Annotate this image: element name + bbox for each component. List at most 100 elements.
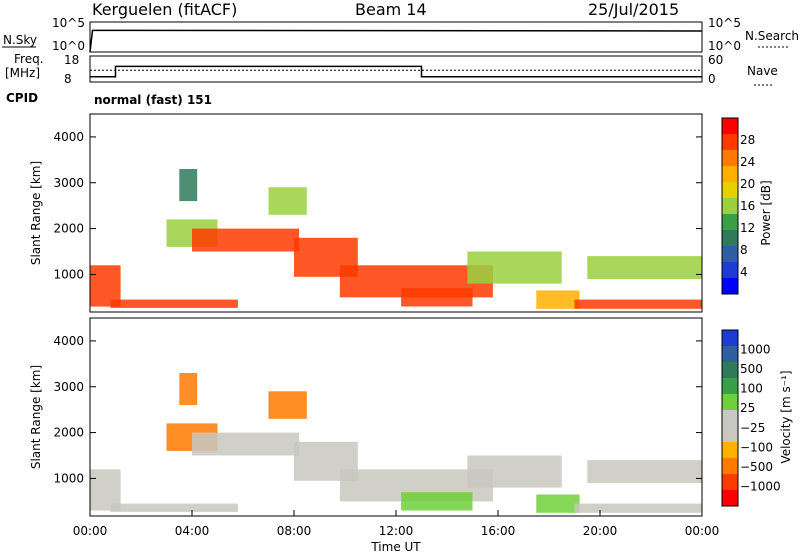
nsky-label: N.Sky — [3, 33, 37, 47]
vel-cells-band-12 — [574, 503, 702, 513]
vel-cells-band-10 — [536, 494, 580, 513]
vel-yticks-label-3: 1000 — [53, 471, 84, 485]
xtick-label-0: 00:00 — [73, 524, 108, 538]
power-cbar-tick-1: 24 — [740, 155, 755, 169]
freq-label-1: Freq. — [14, 52, 44, 66]
xtick-label-5: 20:00 — [583, 524, 618, 538]
power-cbar-swatch-1 — [722, 134, 738, 151]
cpid-label: CPID — [6, 91, 38, 105]
vel-cbar-tick-0: 1000 — [740, 343, 771, 357]
power-ylabel: Slant Range [km] — [29, 161, 43, 265]
vel-cbar-swatch-8 — [722, 458, 738, 475]
power-cells-band-6 — [268, 187, 307, 215]
vel-cbar-tick-1: 500 — [740, 362, 763, 376]
vel-cells-band-1 — [110, 503, 238, 512]
vel-cbar-tick-2: 100 — [740, 382, 763, 396]
vel-cbar-tick-4: −25 — [740, 421, 765, 435]
power-cells-band-1 — [110, 299, 238, 308]
velocity-ylabel: Slant Range [km] — [29, 365, 43, 469]
power-cbar-swatch-5 — [722, 198, 738, 215]
power-cbar-swatch-3 — [722, 166, 738, 183]
noise-tick-left-top: 10^5 — [52, 16, 85, 30]
vel-cbar-frame — [721, 329, 739, 507]
noise-tick-left-bottom: 10^0 — [52, 39, 85, 53]
power-y-axis: 4000 3000 2000 1000 — [53, 130, 702, 281]
vel-cells-band-4 — [192, 432, 300, 456]
nave-tick-bottom: 0 — [708, 72, 716, 86]
xtick-label-6: 00:00 — [685, 524, 720, 538]
power-cells-band-8 — [401, 288, 473, 307]
vel-cbar-tick-5: −100 — [740, 440, 773, 454]
power-cbar-swatch-9 — [722, 262, 738, 279]
power-cbar-swatch-4 — [722, 182, 738, 199]
xtick-label-3: 12:00 — [379, 524, 414, 538]
power-cbar-swatch-0 — [722, 118, 738, 135]
power-yticks-label-3: 1000 — [53, 267, 84, 281]
power-cells-band-11 — [587, 256, 703, 279]
vel-cbar-swatch-7 — [722, 442, 738, 459]
xtick-label-4: 16:00 — [481, 524, 516, 538]
vel-cbar-swatch-10 — [722, 490, 738, 507]
vel-cells-band-11 — [587, 460, 703, 483]
noise-panel-frame — [89, 21, 703, 53]
vel-cbar-tick-6: −500 — [740, 460, 773, 474]
freq-tick-top: 18 — [64, 53, 79, 67]
vel-cells-band-8 — [401, 492, 473, 511]
power-cells-band-10 — [536, 290, 580, 309]
power-yticks-label-2: 2000 — [53, 222, 84, 236]
vel-cbar-swatch-3 — [722, 378, 738, 395]
freq-tick-bottom: 8 — [64, 72, 72, 86]
power-cells-band-2 — [179, 169, 198, 202]
noise-tick-right-top: 10^5 — [708, 16, 741, 30]
noise-tick-right-bottom: 10^0 — [708, 39, 741, 53]
vel-cbar-swatch-2 — [722, 362, 738, 379]
noise-series-0 — [89, 29, 703, 53]
power-cbar-swatch-8 — [722, 246, 738, 263]
vel-cbar-swatch-6 — [722, 426, 738, 443]
vel-cells-band-9 — [467, 455, 562, 488]
vel-cbar-swatch-5 — [722, 410, 738, 427]
nsearch-label: N.Search — [745, 29, 799, 43]
vel-cbar-swatch-9 — [722, 474, 738, 491]
freq-panel-frame — [89, 55, 703, 83]
velocity-heatmap — [90, 373, 703, 513]
cpid-value: normal (fast) 151 — [94, 93, 212, 107]
vel-cbar-swatch-1 — [722, 346, 738, 363]
freq-series-0 — [90, 65, 702, 78]
vel-cells-band-2 — [179, 373, 198, 406]
freq-label-2: [MHz] — [5, 66, 40, 80]
power-heatmap — [90, 169, 703, 309]
noise-series-group — [89, 29, 703, 53]
time-axis: 00:00 04:00 08:00 12:00 16:00 20:00 00:00 — [73, 510, 720, 538]
power-cbar-frame — [721, 117, 739, 295]
vel-yticks-label-0: 4000 — [53, 334, 84, 348]
power-cells-band-4 — [192, 228, 300, 252]
vel-yticks-label-1: 3000 — [53, 380, 84, 394]
xtick-label-1: 04:00 — [175, 524, 210, 538]
power-yticks-label-0: 4000 — [53, 130, 84, 144]
station-title: Kerguelen (fitACF) — [92, 0, 238, 19]
date-title: 25/Jul/2015 — [588, 0, 680, 19]
xaxis-label: Time UT — [370, 540, 421, 554]
velocity-colorbar: 1000 500 100 25 −25 −100 −500 −1000 — [721, 329, 781, 507]
power-cells-band-12 — [574, 299, 702, 309]
nave-tick-top: 60 — [708, 53, 723, 67]
vel-cells-band-6 — [268, 391, 307, 419]
power-cbar-tick-4: 12 — [740, 221, 755, 235]
power-cbar-swatch-2 — [722, 150, 738, 167]
velocity-colorbar-label: Velocity [m s⁻¹] — [779, 370, 793, 463]
power-yticks-label-1: 3000 — [53, 176, 84, 190]
power-colorbar-label: Power [dB] — [759, 180, 773, 245]
power-colorbar: 28 24 20 16 12 8 4 — [721, 117, 755, 295]
vel-cbar-tick-7: −1000 — [740, 479, 781, 493]
nave-label: Nave — [747, 64, 778, 78]
power-cbar-swatch-7 — [722, 230, 738, 247]
power-cbar-swatch-10 — [722, 278, 738, 295]
power-cbar-tick-5: 8 — [740, 243, 748, 257]
power-cbar-tick-3: 16 — [740, 199, 755, 213]
freq-series-group — [90, 65, 702, 78]
power-cbar-tick-6: 4 — [740, 265, 748, 279]
vel-yticks-label-2: 2000 — [53, 426, 84, 440]
beam-title: Beam 14 — [355, 0, 427, 19]
